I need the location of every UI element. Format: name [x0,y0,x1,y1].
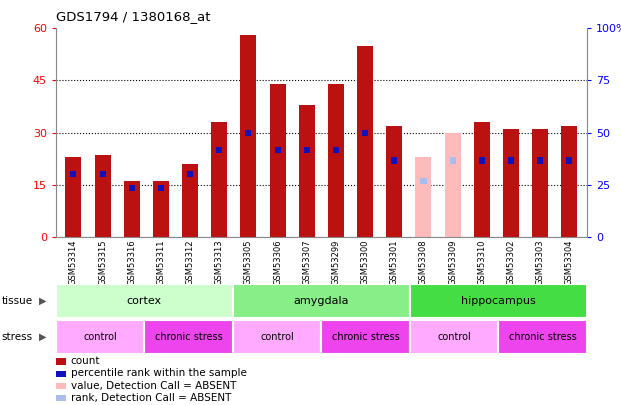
Bar [56,284,233,318]
Bar [274,147,281,153]
Bar [270,84,286,237]
Text: tissue: tissue [2,296,33,305]
Bar [450,157,456,164]
Bar [211,122,227,237]
Text: amygdala: amygdala [294,296,349,306]
Bar [503,129,519,237]
Bar [537,157,543,164]
Text: GDS1794 / 1380168_at: GDS1794 / 1380168_at [56,10,211,23]
Text: chronic stress: chronic stress [332,332,399,342]
Bar [182,164,198,237]
Bar [508,157,514,164]
Bar [410,320,498,354]
Bar [445,133,461,237]
Text: ▶: ▶ [39,332,46,342]
Bar [56,320,144,354]
Text: stress: stress [2,332,33,342]
Bar [410,284,587,318]
Bar [65,157,81,237]
Bar [144,320,233,354]
Bar [299,105,315,237]
Bar [233,284,410,318]
Text: hippocampus: hippocampus [461,296,536,306]
Bar [56,237,587,289]
Text: percentile rank within the sample: percentile rank within the sample [71,369,247,378]
Text: control: control [437,332,471,342]
Bar [99,171,106,177]
Bar [304,147,310,153]
Bar [420,178,427,184]
Text: chronic stress: chronic stress [509,332,576,342]
Text: rank, Detection Call = ABSENT: rank, Detection Call = ABSENT [71,393,231,403]
Bar [479,157,485,164]
Bar [216,147,222,153]
Text: control: control [83,332,117,342]
Text: count: count [71,356,101,366]
Bar [187,171,193,177]
Bar [391,157,397,164]
Bar [357,46,373,237]
Bar [94,155,111,237]
Text: control: control [260,332,294,342]
Bar [322,320,410,354]
Bar [566,157,573,164]
Text: chronic stress: chronic stress [155,332,222,342]
Bar [498,320,587,354]
Bar [245,130,252,136]
Bar [532,129,548,237]
Text: cortex: cortex [127,296,162,306]
Bar [240,35,256,237]
Text: ▶: ▶ [39,296,46,305]
Bar [415,157,432,237]
Bar [333,147,339,153]
Bar [474,122,490,237]
Bar [561,126,578,237]
Bar [153,181,169,237]
Bar [386,126,402,237]
Bar [70,171,76,177]
Bar [124,181,140,237]
Bar [129,185,135,192]
Text: value, Detection Call = ABSENT: value, Detection Call = ABSENT [71,381,236,390]
Bar [158,185,164,192]
Bar [328,84,344,237]
Bar [362,130,368,136]
Bar [233,320,322,354]
